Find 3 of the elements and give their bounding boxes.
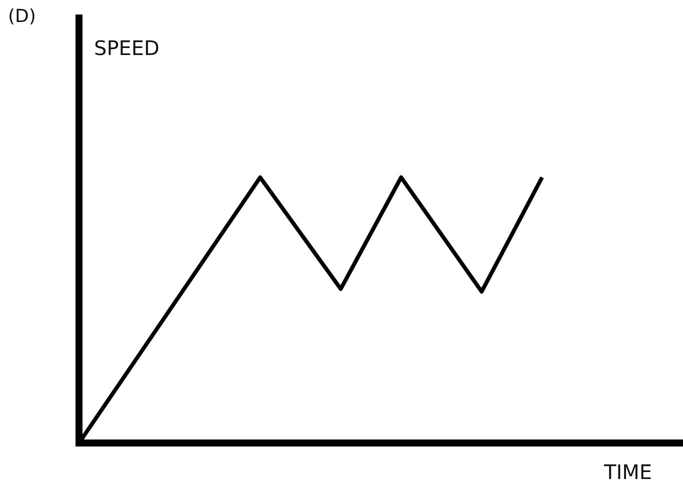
- x-axis-title: TIME: [604, 460, 652, 484]
- text: SPEED: [94, 36, 160, 60]
- chart-title: (D): [8, 6, 36, 27]
